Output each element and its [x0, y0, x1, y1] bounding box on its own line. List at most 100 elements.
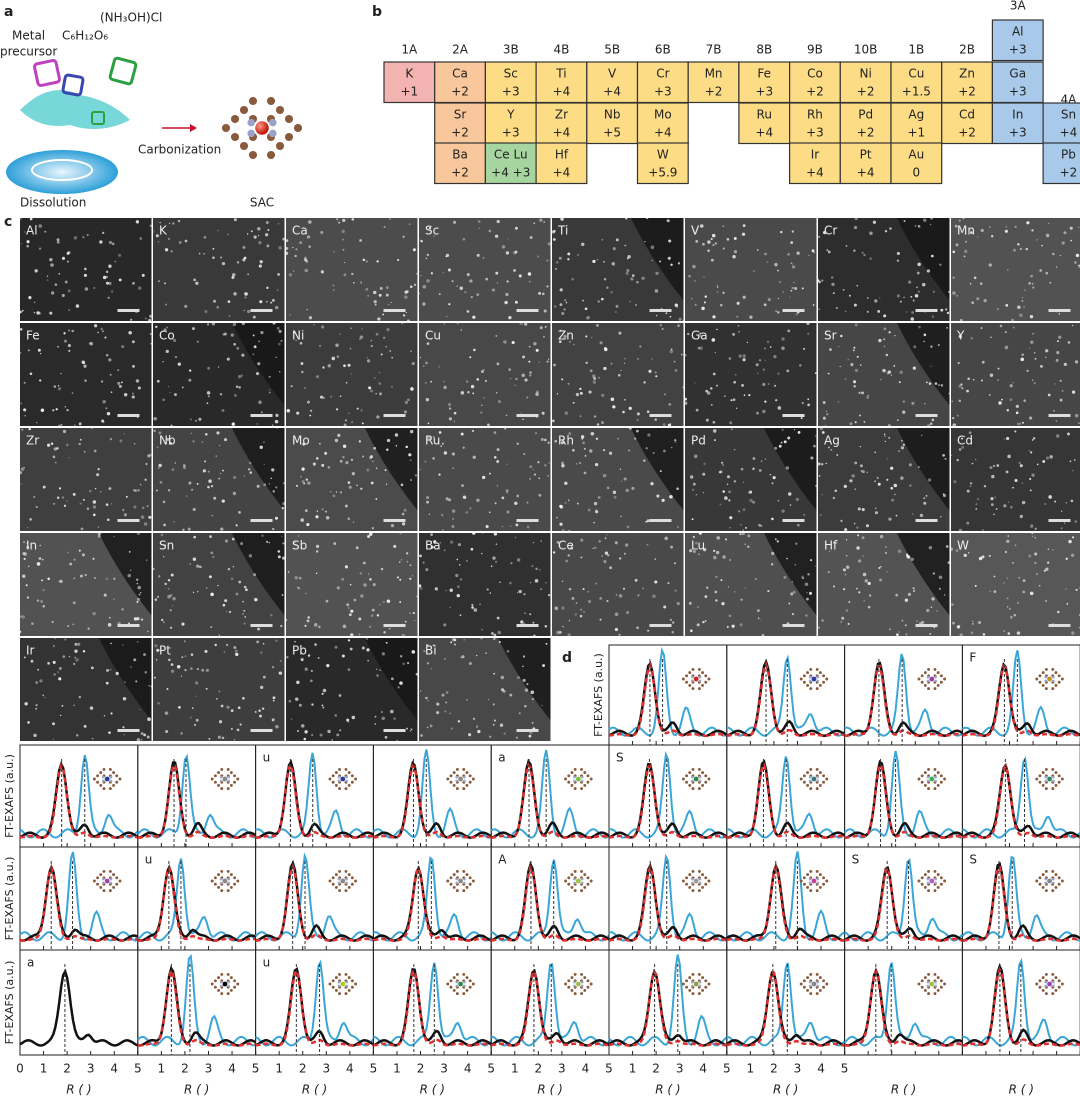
atom-dot [253, 345, 257, 349]
atom-dot [93, 449, 97, 453]
atom-dot [974, 458, 977, 461]
image-background [153, 638, 285, 741]
atom-dot [1021, 500, 1026, 505]
atom-dot [603, 277, 607, 281]
scale-bar [250, 309, 273, 312]
carbon-atom [229, 976, 233, 980]
atom-dot [350, 458, 354, 461]
atom-dot [212, 256, 215, 260]
atom-dot [594, 463, 599, 467]
image-shade [896, 533, 950, 616]
element-cell [535, 61, 588, 104]
atom-dot [402, 314, 406, 317]
element-symbol: Cr [656, 67, 669, 81]
atom-dot [336, 218, 339, 221]
element-valence: +3 [755, 85, 773, 99]
atom-dot [238, 386, 241, 389]
atom-dot [281, 556, 286, 560]
atom-dot [213, 496, 217, 500]
atom-dot [165, 303, 168, 306]
atom-dot [584, 455, 587, 457]
carbon-atom [818, 771, 822, 775]
carbon-atom [815, 767, 819, 771]
scale-bar [782, 519, 805, 522]
atom-dot [359, 572, 362, 575]
atom-dot [500, 675, 505, 680]
atom-dot [526, 501, 529, 504]
atom-dot [257, 234, 260, 237]
atom-dot [1035, 572, 1039, 576]
atom-dot [1054, 383, 1056, 385]
image-shade [98, 533, 152, 616]
atom-dot [975, 503, 978, 506]
atom-dot [570, 546, 574, 549]
atom-dot [330, 395, 333, 398]
element-valence: +4 [1060, 126, 1078, 140]
atom-dot [159, 481, 163, 484]
atom-dot [362, 258, 366, 262]
atom-dot [464, 291, 467, 294]
atom-dot [593, 501, 598, 506]
atom-dot [517, 676, 520, 679]
reference-curve [372, 749, 492, 839]
atom-dot [125, 495, 128, 498]
atom-dot [776, 540, 780, 543]
scale-bar [782, 624, 805, 627]
atom-dot [923, 340, 925, 343]
atom-dot [524, 378, 528, 382]
carbon-atom [917, 777, 921, 781]
atom-dot [304, 387, 306, 389]
exafs-plot [726, 644, 846, 746]
atom-dot [1006, 597, 1009, 600]
nitrogen-atom [337, 775, 341, 779]
atom-dot [272, 696, 276, 700]
atom-dot [880, 566, 882, 568]
atom-dot [854, 488, 856, 490]
atom-dot [383, 631, 386, 634]
atom-dot [722, 291, 725, 295]
carbon-atom [213, 876, 217, 880]
atom-dot [854, 421, 857, 424]
atom-dot [190, 667, 193, 670]
atom-dot [1043, 569, 1046, 572]
atom-dot [715, 599, 718, 602]
atom-dot [349, 647, 353, 651]
atom-dot [741, 232, 746, 236]
carbon-atom [707, 982, 711, 986]
atom-dot [1034, 527, 1037, 530]
atom-dot [791, 230, 795, 233]
carbon-atom [818, 783, 822, 787]
reference-curve [137, 953, 256, 1047]
atom-dot [606, 486, 610, 490]
atom-dot [614, 541, 618, 545]
element-cell [484, 142, 537, 185]
atom-dot [511, 340, 515, 345]
atom-dot [150, 685, 153, 688]
atom-dot [583, 610, 585, 613]
x-tick-label: 4 [464, 1062, 472, 1076]
atom-dot [930, 606, 933, 609]
atom-dot [284, 251, 289, 256]
atom-dot [168, 222, 171, 224]
atom-dot [863, 421, 866, 423]
atom-dot [136, 617, 140, 621]
atom-dot [484, 379, 487, 382]
atom-dot [493, 633, 497, 637]
atom-dot [109, 437, 113, 441]
carbon-atom [293, 123, 303, 133]
scale-bar [1048, 414, 1071, 417]
carbon-atom [1035, 982, 1039, 986]
carbon-atom [681, 677, 685, 681]
element-label: Ce [558, 539, 574, 553]
atom-dot [58, 272, 61, 275]
atom-dot [355, 546, 359, 550]
stem-image: Ni [286, 321, 418, 427]
plot-label: S [616, 751, 624, 765]
atom-dot [402, 662, 405, 666]
fit-curve [491, 864, 610, 942]
atom-dot [366, 638, 368, 640]
atom-dot [61, 704, 64, 707]
atom-dot [732, 332, 736, 336]
atom-dot [795, 542, 798, 545]
atom-dot [109, 617, 111, 619]
